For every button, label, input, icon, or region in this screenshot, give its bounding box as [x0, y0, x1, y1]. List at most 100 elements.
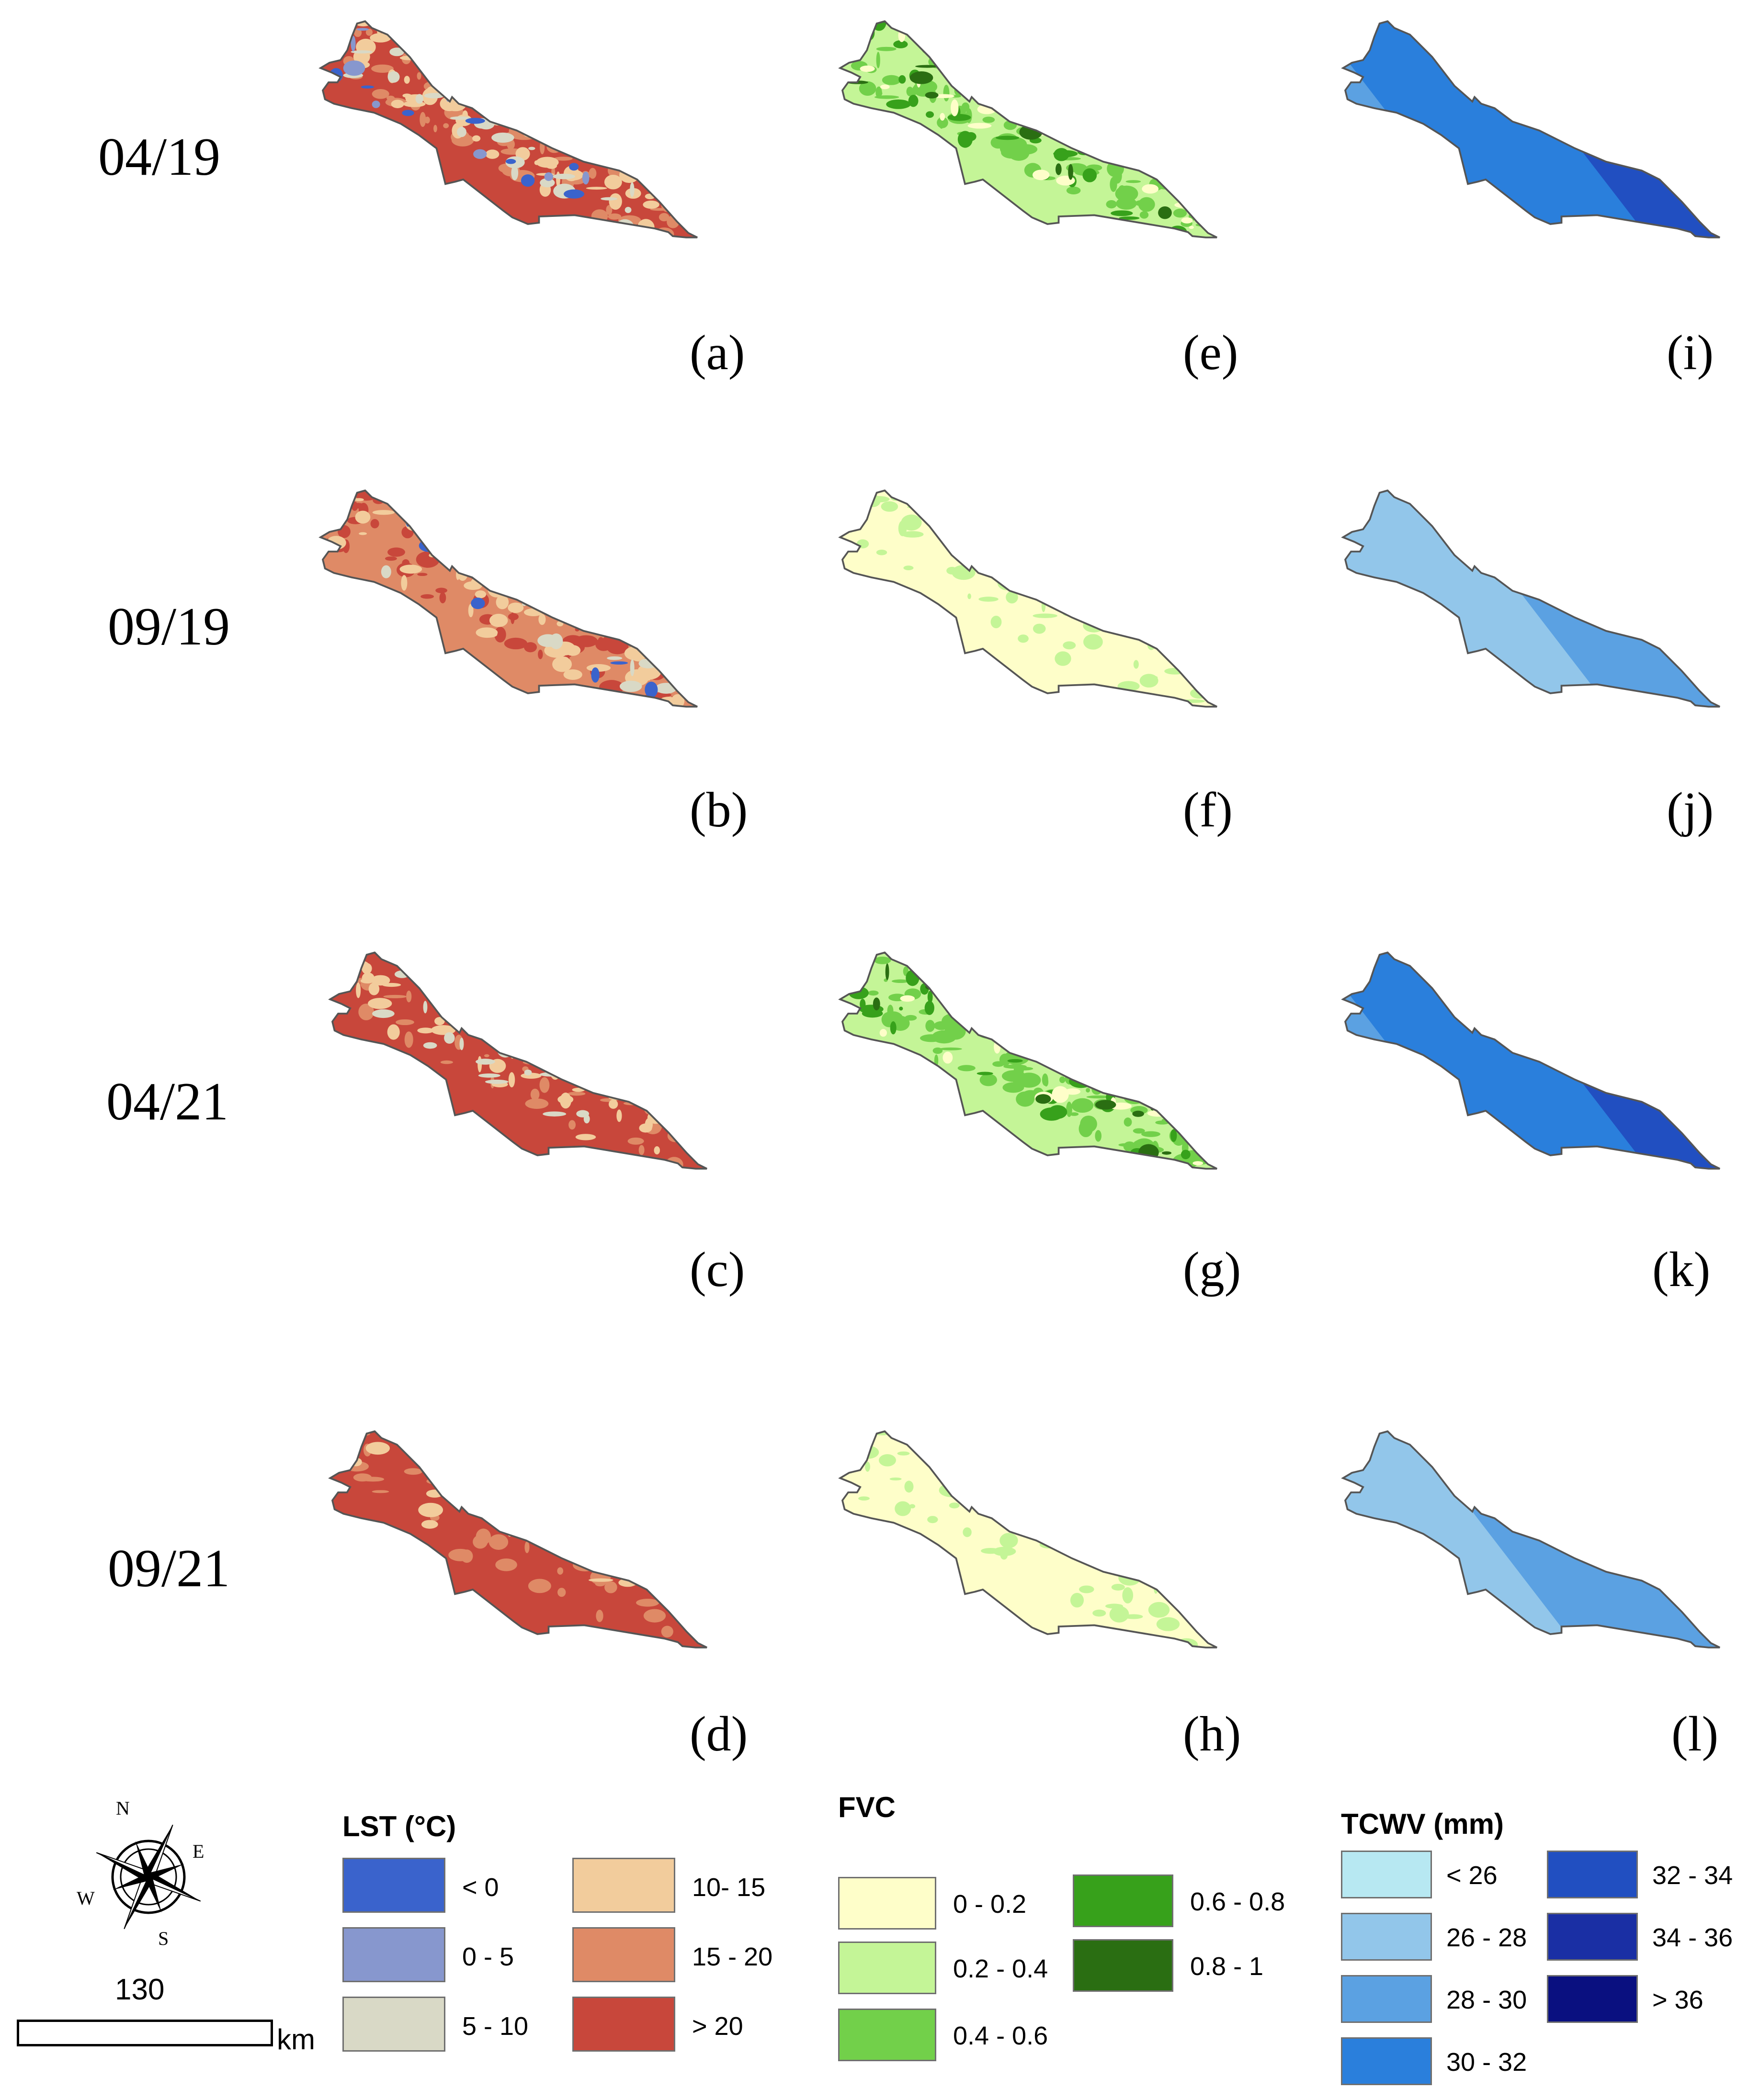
map-patch: [1148, 1602, 1170, 1618]
map-patch: [372, 89, 389, 99]
map-patch: [370, 519, 379, 529]
map-patch: [645, 681, 658, 698]
map-patch: [630, 1569, 636, 1578]
map-patch: [1105, 1603, 1124, 1609]
map-patch: [329, 490, 343, 496]
map-patch: [900, 995, 915, 1002]
map-patch: [637, 702, 643, 707]
map-patch: [866, 16, 882, 20]
map-patch: [980, 1006, 994, 1012]
map-patch: [655, 233, 672, 237]
map-patch: [434, 1017, 445, 1026]
map-patch: [906, 86, 914, 97]
map-patch: [323, 469, 347, 482]
map-patch: [881, 501, 898, 512]
map-patch: [653, 1576, 669, 1588]
fvc-swatch-0.2-0.4: [838, 1942, 936, 1994]
map-patch: [677, 660, 692, 672]
map-patch: [339, 472, 350, 487]
map-patch: [926, 38, 938, 51]
map-patch: [609, 193, 622, 210]
map-patch: [351, 35, 356, 52]
map-patch: [563, 669, 582, 680]
map-patch: [870, 1431, 894, 1435]
map-patch: [1142, 1578, 1152, 1583]
map-patch: [876, 52, 880, 68]
map-patch: [610, 153, 622, 159]
map-patch: [424, 71, 444, 75]
map-patch: [506, 1026, 513, 1032]
map-patch: [511, 165, 519, 181]
map-patch: [639, 1123, 652, 1133]
map-patch: [544, 172, 553, 181]
map-patch: [430, 73, 441, 85]
map-patch: [954, 995, 965, 1004]
map-patch: [547, 600, 571, 611]
compass-letter-w: W: [77, 1887, 95, 1909]
map-patch: [1044, 1077, 1049, 1087]
map-patch: [657, 238, 682, 243]
map-patch: [663, 651, 682, 657]
map-patch: [661, 184, 674, 192]
lst-label-10-15: 10- 15: [692, 1873, 766, 1902]
map-patch: [982, 1025, 987, 1031]
map-patch: [1001, 1016, 1009, 1028]
fvc-swatch-0.4-0.6: [838, 2009, 936, 2061]
map-patch: [603, 621, 610, 631]
map-patch: [1118, 185, 1126, 195]
map-patch: [473, 1000, 487, 1005]
map-patch: [468, 604, 474, 618]
map-patch: [524, 1069, 532, 1075]
map-patch: [895, 1501, 911, 1516]
map-patch: [1172, 1647, 1181, 1648]
map-patch: [465, 89, 483, 94]
map-patch: [450, 548, 473, 559]
map-tcwv-09-21: [1341, 1430, 1720, 1648]
map-patch: [608, 213, 622, 220]
map-patch: [1090, 1080, 1097, 1084]
map-patch: [1093, 1067, 1109, 1077]
map-patch: [1115, 1079, 1121, 1087]
map-patch: [1066, 1042, 1079, 1046]
map-patch: [417, 58, 442, 63]
map-patch: [978, 597, 999, 602]
map-patch: [836, 3, 852, 7]
map-patch: [418, 1502, 443, 1517]
map-patch: [534, 160, 539, 165]
map-patch: [537, 634, 558, 647]
map-fvc-09-19: [838, 489, 1217, 708]
map-patch: [1068, 164, 1073, 180]
map-patch: [953, 64, 971, 69]
region-outline: [1341, 20, 1720, 238]
map-patch: [1182, 182, 1193, 191]
map-patch: [931, 1030, 956, 1044]
map-patch: [475, 590, 487, 598]
map-patch: [852, 0, 875, 11]
lst-swatch-10-15: [572, 1858, 675, 1913]
map-patch: [661, 238, 670, 241]
map-patch: [582, 171, 590, 185]
lst-label-5-10: 5 - 10: [462, 2012, 529, 2041]
map-patch: [659, 213, 670, 222]
map-patch: [1122, 143, 1146, 154]
scale-bar-value: 130: [115, 1973, 165, 2006]
map-patch: [477, 75, 491, 88]
map-lst-04-21: [328, 951, 707, 1170]
map-patch: [681, 1610, 690, 1619]
map-patch: [343, 60, 365, 76]
fvc-label-0-0.2: 0 - 0.2: [953, 1890, 1027, 1919]
map-patch: [1184, 242, 1208, 252]
map-patch: [531, 107, 555, 121]
map-patch: [1053, 150, 1078, 158]
map-patch: [533, 1512, 539, 1518]
map-patch: [1033, 613, 1057, 618]
map-patch: [867, 496, 890, 503]
map-patch: [567, 134, 577, 149]
map-patch: [993, 1547, 1016, 1556]
map-patch: [495, 1027, 510, 1035]
map-patch: [355, 510, 371, 524]
compass-letter-s: S: [158, 1928, 169, 1949]
lst-label-gt20: > 20: [692, 2012, 743, 2041]
map-patch: [950, 61, 970, 70]
map-patch: [324, 36, 332, 45]
